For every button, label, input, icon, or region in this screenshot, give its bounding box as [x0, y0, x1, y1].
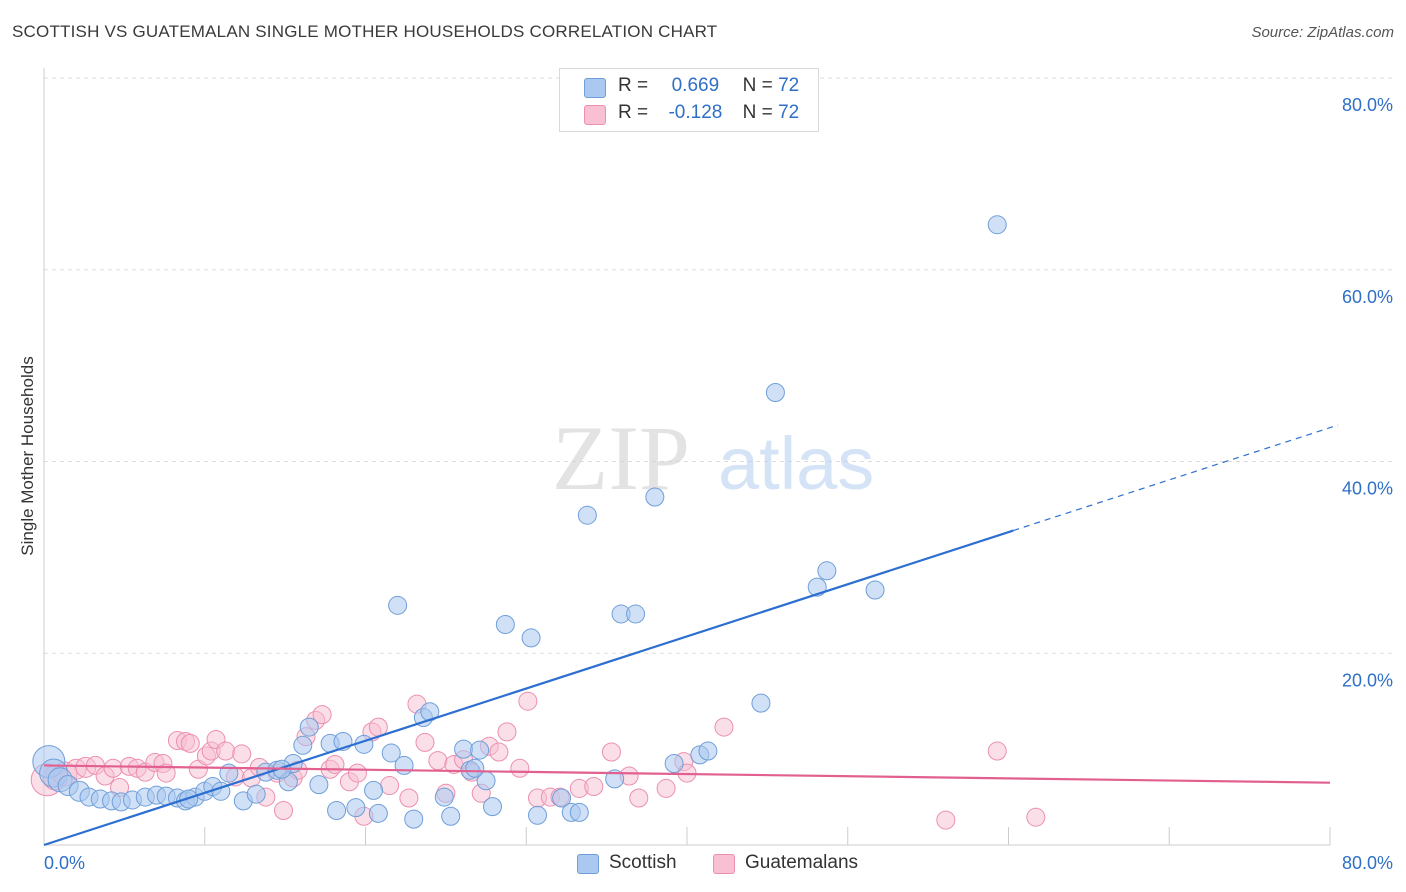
scottish-point — [645, 487, 665, 507]
scottish-trend-extension — [1013, 424, 1339, 532]
guatemalan-point — [274, 800, 294, 820]
gridlines — [44, 77, 1393, 654]
guatemalan-point — [489, 742, 509, 762]
scottish-point — [528, 805, 548, 825]
y-tick-labels: 20.0% 40.0% 60.0% 80.0% — [1342, 95, 1393, 690]
scottish-point — [495, 614, 515, 634]
scottish-point — [327, 800, 347, 820]
guatemalan-point — [156, 763, 176, 783]
legend-swatch-scottish — [584, 78, 606, 98]
guatemalan-point — [180, 733, 200, 753]
guatemalan-point — [325, 754, 345, 774]
scottish-point — [470, 740, 490, 760]
scottish-point — [482, 797, 502, 817]
guatemalan-point — [518, 691, 538, 711]
scottish-point — [364, 780, 384, 800]
scottish-point — [521, 628, 541, 648]
guatemalan-point — [216, 741, 236, 761]
scottish-trend-line — [43, 529, 1014, 847]
guatemalan-point — [714, 717, 734, 737]
scottish-point — [569, 802, 589, 822]
scottish-point — [626, 604, 646, 624]
scottish-points — [32, 215, 1007, 829]
scottish-point — [765, 382, 785, 402]
guatemalan-point — [510, 758, 530, 778]
scottish-point — [605, 769, 625, 789]
scottish-point — [751, 693, 771, 713]
series-label-scottish: Scottish — [609, 852, 677, 873]
guatemalan-point — [347, 763, 367, 783]
y-tick-label: 60.0% — [1342, 287, 1393, 307]
scottish-point — [346, 798, 366, 818]
scottish-point — [293, 735, 313, 755]
x-tick-label-max: 80.0% — [1342, 853, 1393, 873]
source-label: Source: ZipAtlas.com — [1251, 24, 1394, 41]
watermark: ZIP atlas — [552, 407, 874, 509]
watermark-atlas: atlas — [718, 422, 874, 505]
guatemalan-points — [30, 691, 1046, 830]
legend-n-value-scottish: 72 — [778, 75, 800, 96]
scottish-point — [454, 739, 474, 759]
scottish-point — [865, 580, 885, 600]
guatemalan-trend-line — [43, 764, 1331, 784]
guatemalan-point — [601, 742, 621, 762]
legend-swatch-guatemalans — [584, 105, 606, 125]
scottish-point — [441, 806, 461, 826]
scottish-point — [394, 755, 414, 775]
guatemalan-point — [232, 744, 252, 764]
scottish-point — [381, 743, 401, 763]
scottish-point — [577, 505, 597, 525]
scottish-point — [698, 741, 718, 761]
series-label-guatemalans: Guatemalans — [745, 852, 859, 873]
guatemalan-point — [987, 741, 1007, 761]
guatemalan-point — [656, 778, 676, 798]
watermark-zip: ZIP — [552, 407, 690, 509]
guatemalan-point — [415, 732, 435, 752]
legend-r-value-guatemalans: -0.128 — [668, 102, 723, 123]
scottish-point — [368, 803, 388, 823]
correlation-legend: R = 0.669 N = 72 R = -0.128 N = 72 — [559, 68, 819, 132]
guatemalan-point — [103, 758, 123, 778]
scottish-point — [987, 215, 1007, 235]
scottish-point — [309, 775, 329, 795]
legend-r-label: R = — [618, 75, 649, 96]
scottish-point — [434, 787, 454, 807]
series-legend: Scottish Guatemalans — [0, 852, 1406, 878]
y-tick-label: 40.0% — [1342, 479, 1393, 499]
guatemalan-point — [312, 705, 332, 725]
legend-n-label: N = — [742, 75, 773, 96]
chart-title: SCOTTISH VS GUATEMALAN SINGLE MOTHER HOU… — [12, 22, 718, 41]
guatemalan-point — [936, 810, 956, 830]
scottish-point — [299, 717, 319, 737]
legend-r-label: R = — [618, 102, 649, 123]
y-tick-label: 20.0% — [1342, 670, 1393, 690]
series-swatch-scottish — [577, 854, 599, 874]
legend-n-label: N = — [742, 102, 773, 123]
legend-r-value-scottish: 0.669 — [671, 75, 720, 96]
scottish-point — [246, 784, 266, 804]
scottish-point — [404, 809, 424, 829]
x-axis-ticks — [204, 827, 1331, 845]
guatemalan-point — [380, 776, 400, 796]
scottish-point — [817, 561, 837, 581]
x-tick-label-min: 0.0% — [44, 853, 85, 873]
legend-n-value-guatemalans: 72 — [778, 102, 800, 123]
y-axis-label: Single Mother Households — [18, 356, 37, 556]
guatemalan-point — [629, 788, 649, 808]
scottish-point — [664, 754, 684, 774]
scottish-point — [388, 595, 408, 615]
scottish-point — [465, 758, 485, 778]
guatemalan-point — [399, 788, 419, 808]
series-swatch-guatemalans — [713, 854, 735, 874]
guatemalan-point — [1026, 807, 1046, 827]
scottish-point — [552, 788, 572, 808]
guatemalan-point — [428, 751, 448, 771]
trend-lines — [43, 424, 1339, 847]
y-tick-label: 80.0% — [1342, 95, 1393, 115]
guatemalan-point — [497, 722, 517, 742]
guatemalan-point — [584, 777, 604, 797]
